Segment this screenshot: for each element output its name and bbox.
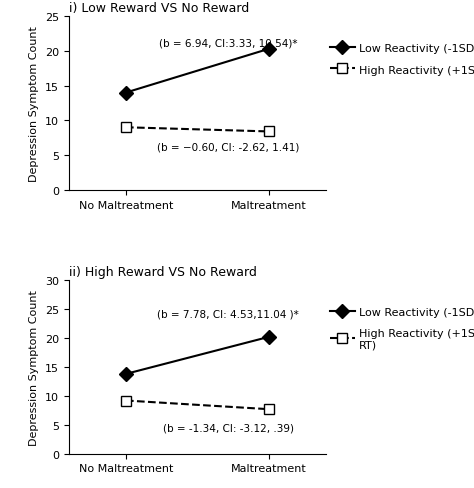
Y-axis label: Depression Symptom Count: Depression Symptom Count xyxy=(29,289,39,445)
Text: (b = 6.94, CI:3.33, 10.54)*: (b = 6.94, CI:3.33, 10.54)* xyxy=(159,38,298,48)
Text: (b = -1.34, CI: -3.12, .39): (b = -1.34, CI: -3.12, .39) xyxy=(163,423,294,433)
Legend: Low Reactivity (-1SD Δ RT), High Reactivity (+1SD Δ
RT): Low Reactivity (-1SD Δ RT), High Reactiv… xyxy=(330,306,474,350)
Text: i) Low Reward VS No Reward: i) Low Reward VS No Reward xyxy=(69,1,249,15)
Y-axis label: Depression Symptom Count: Depression Symptom Count xyxy=(29,26,39,182)
Text: ii) High Reward VS No Reward: ii) High Reward VS No Reward xyxy=(69,265,256,278)
Text: (b = 7.78, CI: 4.53,11.04 )*: (b = 7.78, CI: 4.53,11.04 )* xyxy=(157,309,299,319)
Text: (b = −0.60, CI: -2.62, 1.41): (b = −0.60, CI: -2.62, 1.41) xyxy=(157,142,300,152)
Legend: Low Reactivity (-1SD Δ RT), High Reactivity (+1SD Δ RT): Low Reactivity (-1SD Δ RT), High Reactiv… xyxy=(330,43,474,76)
